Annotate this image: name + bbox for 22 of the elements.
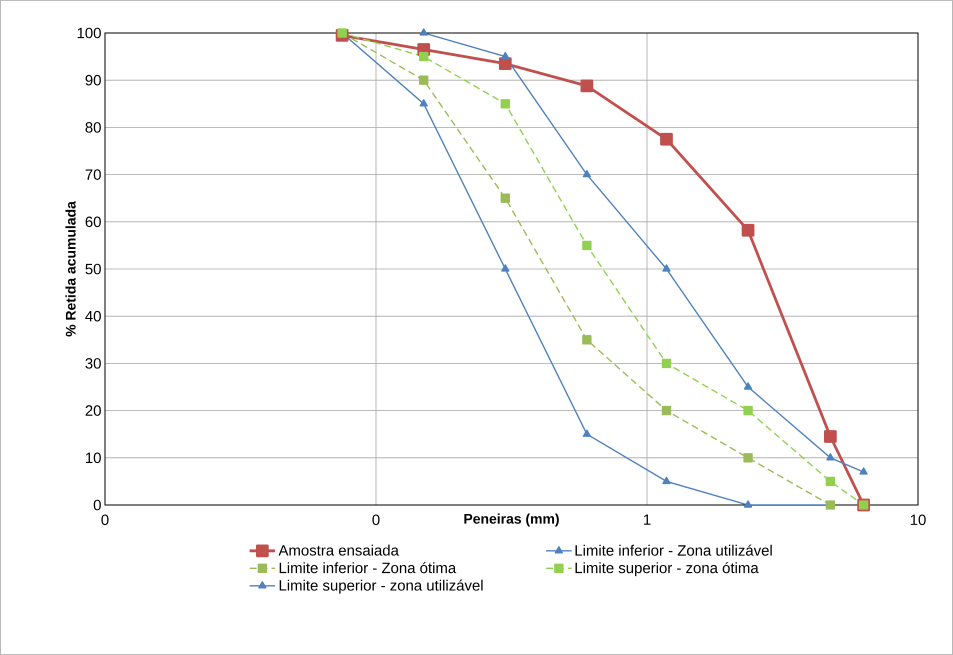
- legend-label: Limite superior - zona ótima: [576, 562, 759, 576]
- y-tick-label: 100: [78, 28, 101, 38]
- y-tick-label: 0: [94, 500, 101, 510]
- y-tick-label: 90: [86, 74, 101, 86]
- x-tick-label: 0: [372, 514, 380, 526]
- legend-label: Amostra ensaiada: [278, 544, 399, 556]
- y-tick-label: 80: [86, 122, 101, 133]
- x-axis-title: Peneiras (mm): [464, 514, 559, 526]
- y-tick-label: 60: [86, 216, 101, 228]
- x-tick-label: 0: [101, 514, 109, 526]
- y-tick-label: 40: [85, 310, 101, 322]
- y-tick-label: 70: [86, 169, 101, 180]
- y-tick-label: 20: [86, 405, 101, 416]
- y-tick-label: 50: [85, 264, 101, 274]
- y-tick-label: 30: [85, 358, 101, 369]
- legend-label: Limite inferior - Zona utilizável: [576, 544, 772, 556]
- legend-label: Limite superior - zona utilizável: [280, 580, 483, 594]
- legend-label: Limite inferior - Zona ótima: [280, 562, 456, 574]
- x-tick-label: 10: [910, 514, 926, 526]
- y-tick-label: 10: [86, 452, 101, 464]
- x-tick-label: 1: [644, 514, 650, 525]
- y-axis-title: % Retida acumulada: [65, 201, 76, 336]
